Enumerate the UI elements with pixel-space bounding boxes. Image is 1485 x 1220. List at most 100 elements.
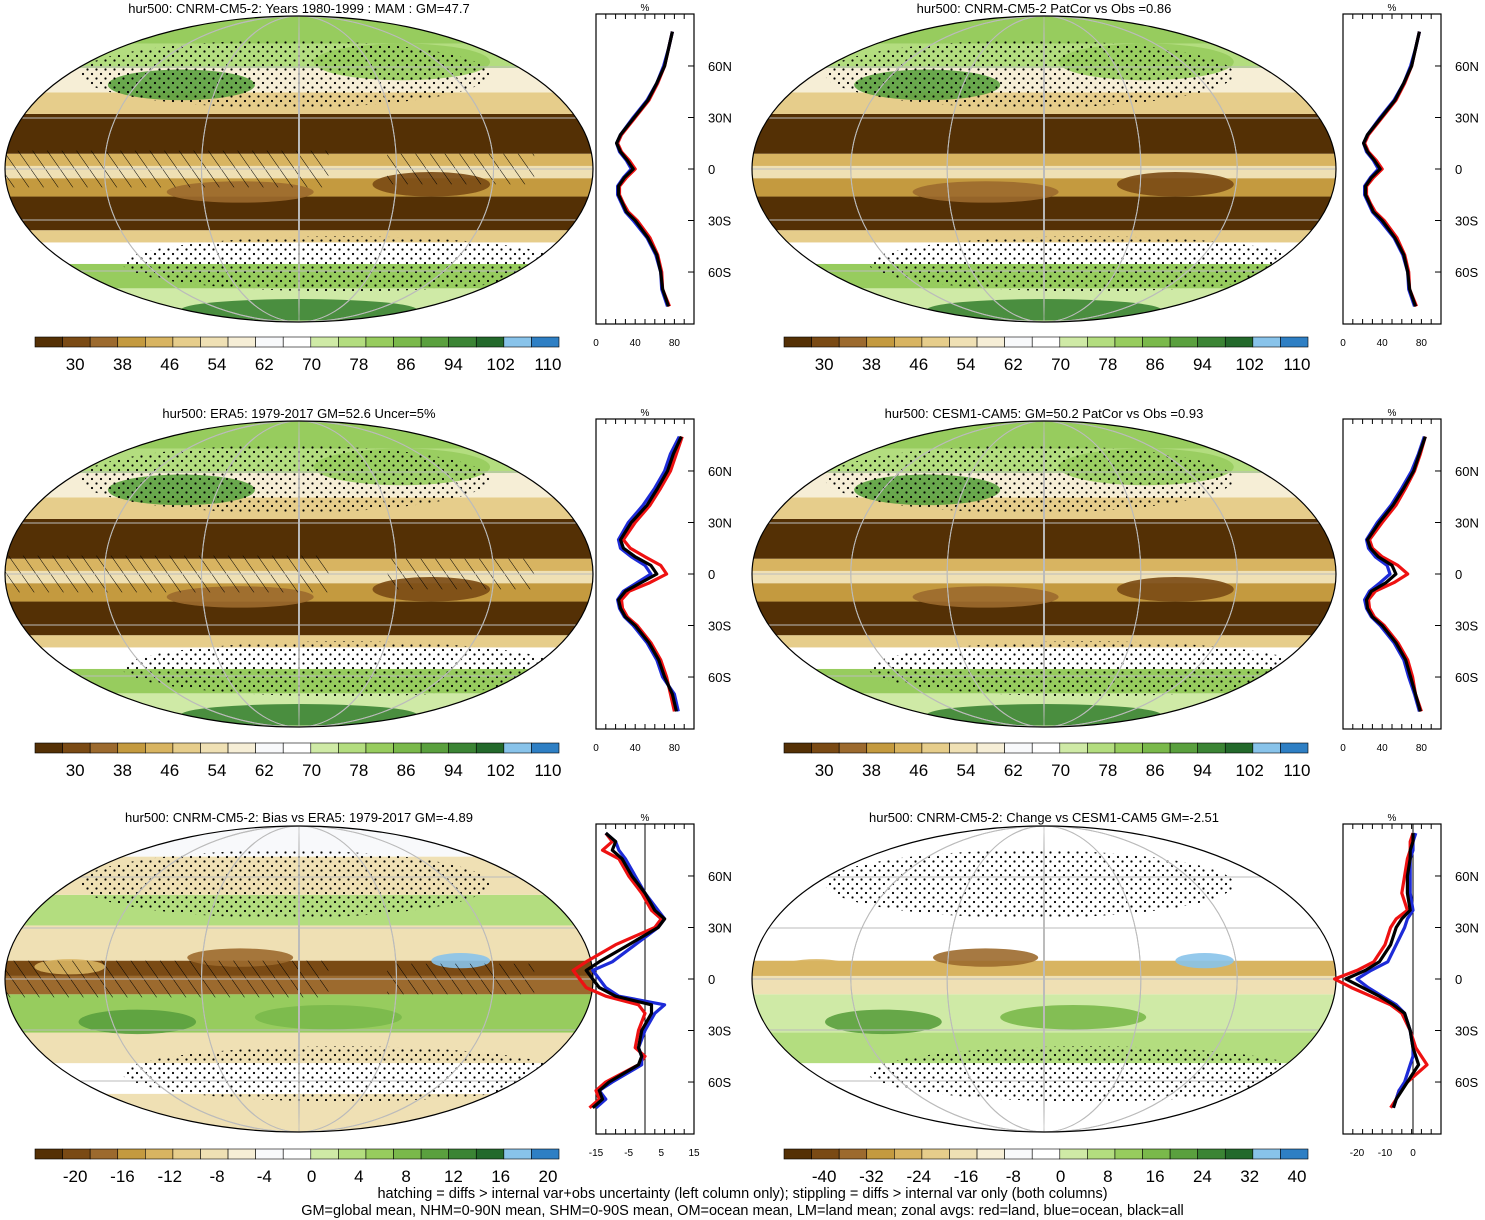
colorbar-swatch bbox=[949, 336, 978, 348]
profile-x-tick-label: 0 bbox=[593, 338, 599, 349]
profile-title: % bbox=[1388, 813, 1397, 824]
ocean-zonal-line bbox=[591, 831, 667, 1110]
profile-cnrm-patcor: % 0 40 80 60N 30N 0 30S 60S bbox=[1340, 3, 1479, 349]
colorbar-swatch bbox=[1169, 336, 1198, 348]
colorbar-swatch bbox=[949, 1148, 978, 1160]
colorbar-swatch bbox=[310, 336, 339, 348]
panel-title: hur500: CNRM-CM5-2: Change vs CESM1-CAM5… bbox=[869, 810, 1219, 825]
colorbar-swatch bbox=[310, 1148, 339, 1160]
colorbar-swatch bbox=[811, 336, 840, 348]
colorbar-swatch bbox=[145, 336, 174, 348]
land-zonal-line bbox=[619, 436, 684, 712]
colorbar-tick-label: 8 bbox=[1103, 1167, 1112, 1186]
profile-lat-tick-label: 30N bbox=[708, 515, 732, 530]
colorbar-swatch bbox=[1059, 1148, 1088, 1160]
colorbar-swatch bbox=[62, 336, 91, 348]
colorbar-tick-label: -16 bbox=[954, 1167, 979, 1186]
colorbar-tick-label: 32 bbox=[1240, 1167, 1259, 1186]
footer-hatching-note: hatching = diffs > internal var+obs unce… bbox=[377, 1186, 1108, 1202]
colorbar-tick-label: -16 bbox=[110, 1167, 135, 1186]
profile-cesm: % 0 40 80 60N 30N 0 30S 60S bbox=[1340, 408, 1479, 754]
colorbar-tick-label: 94 bbox=[444, 355, 463, 374]
profile-lat-tick-label: 60N bbox=[708, 59, 732, 74]
profile-title: % bbox=[641, 408, 650, 419]
profile-lat-tick-label: 30S bbox=[708, 214, 731, 229]
colorbar-swatch bbox=[894, 742, 923, 754]
colorbar-swatch bbox=[117, 1148, 146, 1160]
colorbar-tick-label: 38 bbox=[862, 355, 881, 374]
colorbar-tick-label: 94 bbox=[1193, 355, 1212, 374]
colorbar-tick-label: 38 bbox=[113, 355, 132, 374]
colorbar-swatch bbox=[365, 336, 394, 348]
profile-title: % bbox=[641, 3, 650, 14]
colorbar-swatch bbox=[1280, 742, 1309, 754]
ocean-zonal-line bbox=[614, 31, 674, 307]
colorbar-tick-label: 70 bbox=[1051, 761, 1070, 780]
colorbar-tick-label: -40 bbox=[812, 1167, 837, 1186]
colorbar: 30 38 46 54 62 70 78 86 94 102 110 bbox=[783, 742, 1311, 780]
colorbar-tick-label: 110 bbox=[1283, 761, 1310, 780]
colorbar-swatch bbox=[921, 1148, 950, 1160]
profile-x-tick-label: 40 bbox=[1377, 743, 1389, 754]
profile-lat-tick-label: 60S bbox=[1455, 670, 1478, 685]
colorbar-swatch bbox=[1031, 1148, 1061, 1160]
all-zonal-line bbox=[1364, 436, 1427, 712]
profile-lat-tick-label: 30S bbox=[708, 619, 731, 634]
colorbar-tick-label: 110 bbox=[534, 355, 561, 374]
colorbar-swatch bbox=[420, 742, 449, 754]
profile-lat-tick-label: 0 bbox=[1455, 162, 1462, 177]
colorbar-swatch bbox=[34, 1148, 63, 1160]
colorbar-tick-label: 40 bbox=[1288, 1167, 1307, 1186]
colorbar-swatch bbox=[89, 742, 119, 754]
colorbar-tick-label: 102 bbox=[1236, 355, 1264, 374]
colorbar-swatch bbox=[531, 742, 560, 754]
colorbar-tick-label: 46 bbox=[909, 355, 928, 374]
colorbar-swatch bbox=[976, 742, 1005, 754]
colorbar-tick-label: 86 bbox=[1146, 355, 1165, 374]
colorbar-tick-label: 86 bbox=[397, 355, 416, 374]
profile-change: % -20 -10 0 60N 30N 0 30S 60S bbox=[1332, 813, 1479, 1159]
colorbar-swatch bbox=[117, 742, 146, 754]
profile-lat-tick-label: 60N bbox=[708, 869, 732, 884]
panel-cesm: hur500: CESM1-CAM5: GM=50.2 PatCor vs Ob… bbox=[751, 406, 1337, 780]
colorbar-swatch bbox=[62, 1148, 91, 1160]
colorbar-tick-label: 110 bbox=[1283, 355, 1310, 374]
colorbar-swatch bbox=[811, 1148, 840, 1160]
colorbar-swatch bbox=[475, 1148, 505, 1160]
colorbar-swatch bbox=[117, 336, 146, 348]
colorbar-swatch bbox=[338, 742, 367, 754]
colorbar-swatch bbox=[393, 1148, 422, 1160]
land-zonal-line bbox=[1366, 436, 1427, 712]
colorbar-swatch bbox=[62, 742, 91, 754]
colorbar-swatch bbox=[338, 336, 367, 348]
colorbar-tick-label: 54 bbox=[208, 355, 227, 374]
colorbar-swatch bbox=[172, 1148, 201, 1160]
profile-x-tick-label: -15 bbox=[589, 1148, 604, 1159]
colorbar-tick-label: 46 bbox=[160, 761, 179, 780]
colorbar-swatch bbox=[866, 1148, 895, 1160]
profile-era5: % 0 40 80 60N 30N 0 30S 60S bbox=[593, 408, 732, 754]
colorbar-tick-label: 0 bbox=[1056, 1167, 1065, 1186]
colorbar-swatch bbox=[172, 742, 201, 754]
colorbar-swatch bbox=[1197, 336, 1226, 348]
colorbar-swatch bbox=[1197, 1148, 1226, 1160]
colorbar-swatch bbox=[89, 336, 119, 348]
map-outline bbox=[751, 15, 1337, 323]
profile-bias: % -15 -5 5 15 60N 30N 0 30S 60S bbox=[571, 813, 732, 1159]
colorbar-swatch bbox=[811, 742, 840, 754]
colorbar-tick-label: 54 bbox=[957, 355, 976, 374]
colorbar-tick-label: -32 bbox=[859, 1167, 884, 1186]
colorbar: -20 -16 -12 -8 -4 0 4 8 12 16 20 bbox=[34, 1148, 560, 1186]
colorbar-tick-label: 8 bbox=[401, 1167, 410, 1186]
profile-lat-tick-label: 60S bbox=[708, 265, 731, 280]
map-field bbox=[5, 826, 593, 1132]
profile-lat-tick-label: 60S bbox=[1455, 1075, 1478, 1090]
colorbar-tick-label: 30 bbox=[815, 761, 834, 780]
profile-title: % bbox=[641, 813, 650, 824]
colorbar-tick-label: 86 bbox=[397, 761, 416, 780]
colorbar-tick-label: 38 bbox=[862, 761, 881, 780]
all-zonal-line bbox=[584, 831, 667, 1110]
colorbar-swatch bbox=[866, 336, 895, 348]
colorbar-swatch bbox=[255, 742, 284, 754]
land-zonal-line bbox=[1332, 832, 1429, 1109]
